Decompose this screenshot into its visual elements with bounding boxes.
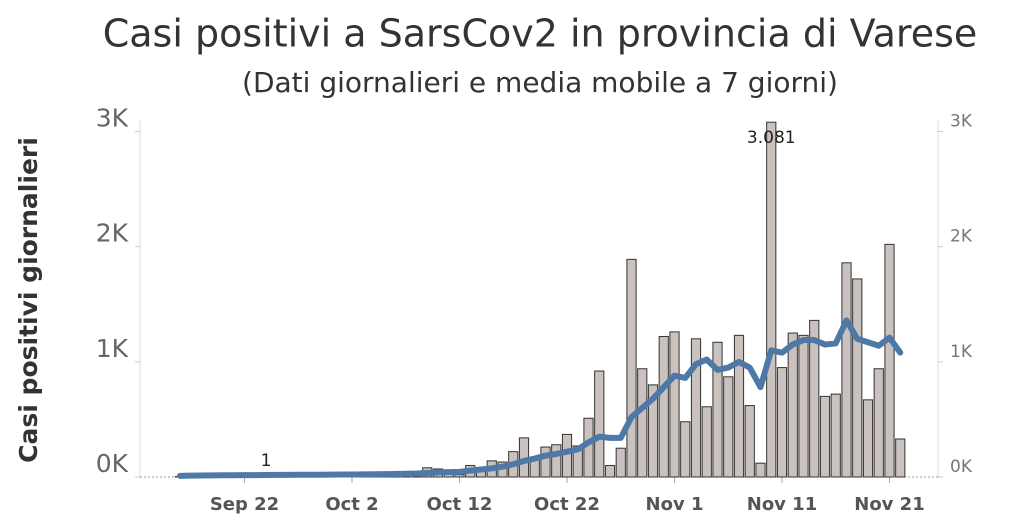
bar: [551, 444, 562, 478]
x-tick-label: Nov 1: [646, 494, 704, 515]
bar: [873, 368, 884, 478]
y2-tick-label: 0K: [950, 457, 973, 477]
y2-tick-label: 3K: [950, 112, 973, 132]
bar: [809, 319, 820, 478]
x-tick-label: Oct 2: [325, 494, 378, 515]
bar: [884, 243, 895, 478]
bar: [647, 384, 659, 478]
bar: [604, 464, 616, 478]
bar: [669, 331, 680, 478]
x-tick-label: Sep 22: [210, 494, 279, 515]
bar: [895, 438, 906, 478]
y-tick-label: 2K: [96, 219, 129, 248]
y2-tick-label: 2K: [950, 227, 973, 247]
chart-title: Casi positivi a SarsCov2 in provincia di…: [103, 12, 978, 56]
y2-tick-label: 1K: [950, 342, 973, 362]
y-tick-label: 3K: [96, 104, 129, 133]
bar: [561, 433, 573, 478]
value-label: 3.081: [747, 128, 796, 148]
bar: [798, 334, 809, 478]
bar: [454, 474, 465, 478]
bar: [712, 341, 723, 478]
bar: [830, 393, 841, 478]
y-tick-label: 0K: [96, 449, 129, 478]
chart-subtitle: (Dati giornalieri e media mobile a 7 gio…: [242, 66, 838, 99]
value-label: 1: [261, 451, 272, 471]
bar: [723, 376, 734, 478]
x-tick-label: Oct 22: [534, 494, 600, 515]
bar: [776, 367, 788, 478]
bar: [852, 278, 863, 478]
bar: [819, 395, 831, 478]
bar: [540, 446, 551, 478]
bar: [766, 121, 777, 478]
bar: [615, 447, 626, 478]
bar: [690, 338, 702, 478]
y-tick-label: 1K: [96, 334, 129, 363]
bar: [841, 262, 852, 478]
bar: [733, 334, 745, 478]
y-axis-title: Casi positivi giornalieri: [14, 137, 43, 463]
bar: [755, 462, 766, 478]
bar: [626, 258, 637, 478]
moving-average-line: [177, 317, 904, 479]
bar: [658, 336, 669, 478]
x-tick-label: Oct 12: [427, 494, 493, 515]
bar: [637, 368, 648, 478]
x-tick-label: Nov 11: [747, 494, 817, 515]
bar: [594, 370, 605, 478]
bar: [701, 406, 712, 478]
bar: [744, 405, 755, 478]
bar: [787, 332, 798, 478]
x-tick-label: Nov 21: [854, 494, 924, 515]
bar: [680, 421, 691, 478]
bar: [862, 399, 874, 478]
